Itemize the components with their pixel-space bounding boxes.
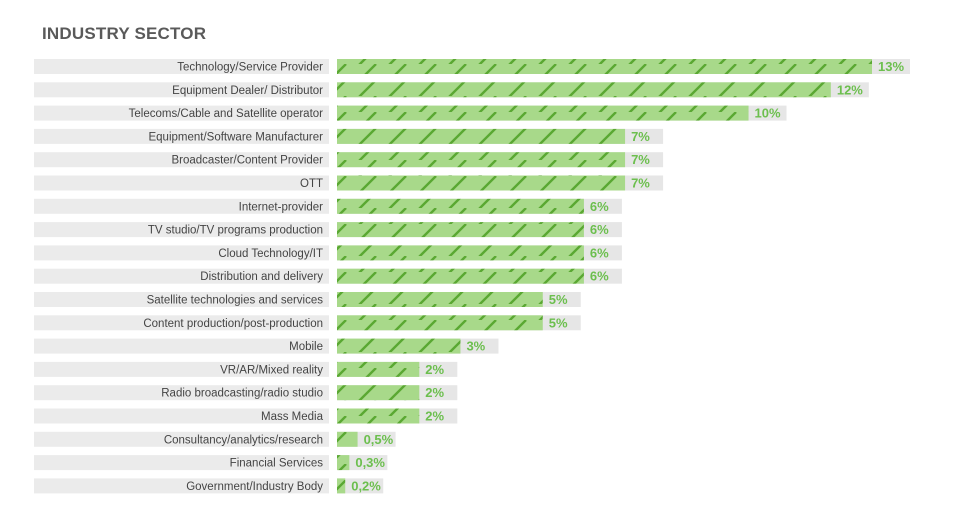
category-label-track	[34, 245, 329, 261]
bar-track	[337, 455, 388, 471]
category-label: Mobile	[289, 341, 323, 353]
category-label-track	[34, 222, 329, 238]
bar-track	[337, 478, 384, 494]
value-label: 5%	[549, 315, 568, 330]
bar	[337, 408, 420, 424]
category-label: Radio broadcasting/radio studio	[161, 388, 323, 400]
category-label: Mass Media	[261, 411, 324, 423]
category-label-track	[34, 152, 329, 168]
bar	[337, 198, 584, 214]
value-label: 2%	[425, 362, 444, 377]
bar	[337, 478, 346, 494]
value-label: 13%	[878, 59, 904, 74]
value-label: 7%	[631, 176, 650, 191]
value-label: 0,2%	[351, 478, 381, 493]
category-label-track	[34, 338, 329, 354]
value-label: 3%	[466, 339, 485, 354]
value-label: 6%	[590, 222, 609, 237]
value-label: 0,5%	[364, 432, 394, 447]
bar	[337, 268, 584, 284]
category-label-track	[34, 105, 329, 121]
bar	[337, 455, 350, 471]
category-label-track	[34, 292, 329, 307]
value-label: 0,3%	[355, 455, 385, 470]
category-label: Broadcaster/Content Provider	[172, 155, 324, 167]
bar	[337, 59, 872, 74]
bar	[337, 361, 420, 377]
value-label: 12%	[837, 82, 863, 97]
category-label: Telecoms/Cable and Satellite operator	[129, 108, 324, 120]
bar	[337, 338, 461, 354]
category-label-track	[34, 478, 329, 494]
value-label: 5%	[549, 292, 568, 307]
value-label: 10%	[755, 106, 781, 121]
bar	[337, 222, 584, 238]
bar	[337, 385, 420, 401]
bar	[337, 292, 543, 307]
bar	[337, 152, 626, 168]
bar	[337, 175, 626, 191]
category-label-track	[34, 82, 329, 98]
category-label: Technology/Service Provider	[177, 62, 323, 74]
category-label: Content production/post-production	[143, 318, 323, 330]
category-label-track	[34, 175, 329, 191]
category-label: Consultancy/analytics/research	[164, 434, 323, 446]
bar	[337, 315, 543, 331]
category-label-track	[34, 385, 329, 401]
value-label: 6%	[590, 269, 609, 284]
bar	[337, 431, 358, 447]
category-label: TV studio/TV programs production	[148, 225, 323, 237]
category-label: OTT	[300, 178, 323, 190]
bar	[337, 128, 626, 144]
bar	[337, 82, 831, 98]
bar	[337, 105, 749, 121]
category-label: Government/Industry Body	[186, 481, 323, 493]
category-label: Financial Services	[230, 458, 324, 470]
category-label-track	[34, 361, 329, 377]
value-label: 2%	[425, 385, 444, 400]
category-label-track	[34, 408, 329, 424]
category-label: Cloud Technology/IT	[218, 248, 323, 260]
category-label-track	[34, 128, 329, 144]
category-label-track	[34, 59, 329, 74]
category-label: VR/AR/Mixed reality	[220, 364, 323, 376]
category-label-track	[34, 268, 329, 284]
category-label: Distribution and delivery	[200, 271, 323, 283]
chart-title: INDUSTRY SECTOR	[42, 24, 207, 43]
category-label-track	[34, 455, 329, 471]
category-label-track	[34, 431, 329, 447]
value-label: 7%	[631, 129, 650, 144]
value-label: 7%	[631, 152, 650, 167]
category-label-track	[34, 315, 329, 331]
value-label: 6%	[590, 199, 609, 214]
value-label: 2%	[425, 409, 444, 424]
category-label-track	[34, 198, 329, 214]
category-label: Equipment/Software Manufacturer	[148, 131, 323, 143]
category-label: Internet-provider	[239, 201, 324, 213]
category-label: Equipment Dealer/ Distributor	[172, 85, 323, 97]
category-label: Satellite technologies and services	[147, 295, 324, 307]
value-label: 6%	[590, 245, 609, 260]
bar	[337, 245, 584, 261]
